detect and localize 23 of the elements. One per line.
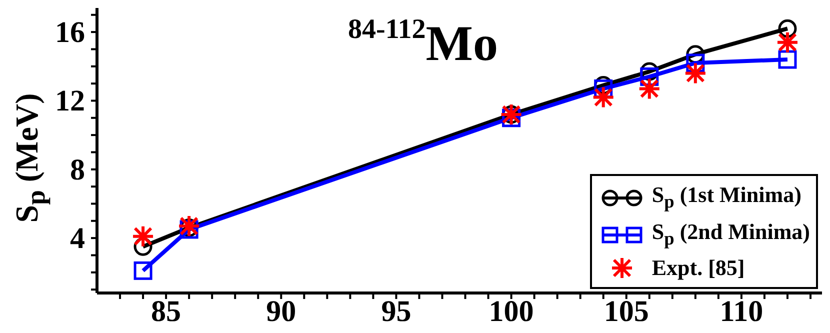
point — [592, 86, 615, 109]
y-tick-label: 4 — [70, 222, 85, 256]
point — [638, 77, 661, 100]
y-tick-label: 12 — [55, 84, 85, 118]
chart-title: $^{84-112}$Mo — [348, 14, 498, 71]
x-tick-label: 100 — [488, 295, 534, 328]
legend-label: S$_{p}$ (1st Minima) — [652, 181, 802, 214]
point — [776, 30, 799, 54]
x-tick-label: 85 — [151, 295, 182, 328]
point — [778, 50, 797, 69]
point — [132, 224, 155, 248]
point — [134, 261, 152, 280]
legend-label: S$_{p}$ (2nd Minima) — [652, 218, 810, 250]
y-tick-label: 16 — [55, 16, 85, 50]
point — [684, 62, 707, 85]
x-tick-label: 95 — [381, 295, 412, 328]
x-tick-label: 105 — [604, 295, 649, 328]
x-tick-label: 110 — [720, 295, 764, 328]
y-tick-label: 8 — [70, 153, 85, 186]
point — [778, 19, 797, 38]
x-tick-label: 90 — [266, 295, 296, 328]
legend-label: Expt. [85] — [652, 254, 745, 282]
point — [178, 214, 201, 238]
